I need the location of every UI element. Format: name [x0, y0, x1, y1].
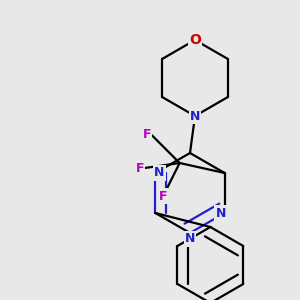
- Text: F: F: [142, 128, 151, 142]
- Text: N: N: [154, 167, 164, 179]
- Text: F: F: [135, 161, 144, 175]
- Text: N: N: [190, 110, 200, 122]
- Text: N: N: [215, 206, 226, 220]
- Text: N: N: [185, 232, 195, 245]
- Text: F: F: [158, 190, 167, 202]
- Text: O: O: [189, 33, 201, 47]
